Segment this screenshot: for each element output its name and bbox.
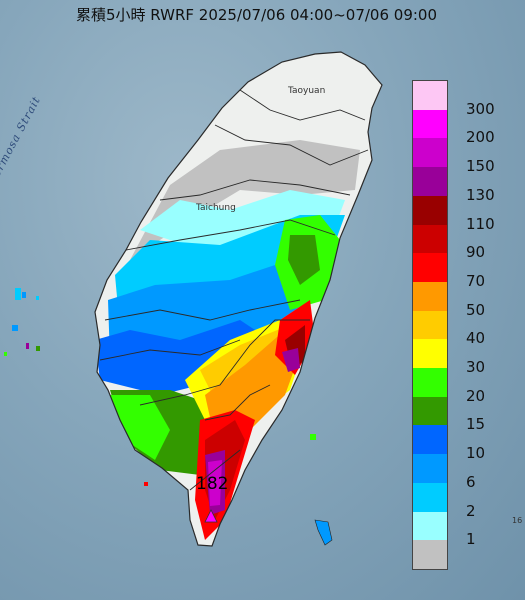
legend-swatch <box>413 310 447 340</box>
legend-label: 30 <box>466 358 486 377</box>
rain-15mm-east <box>288 235 320 285</box>
legend-label: 130 <box>466 185 495 204</box>
max-rainfall-marker <box>204 509 218 523</box>
legend-label: 20 <box>466 386 486 405</box>
legend-label: 150 <box>466 157 495 176</box>
legend-swatch <box>413 540 447 569</box>
rain-150mm-south <box>208 460 222 506</box>
legend-swatch <box>413 425 447 455</box>
legend-swatch <box>413 339 447 369</box>
legend-label: 200 <box>466 128 495 147</box>
max-rainfall-value: 182 <box>196 474 229 494</box>
corner-label: 16 <box>512 516 523 525</box>
legend-label: 300 <box>466 99 495 118</box>
city-label-taichung: Taichung <box>196 203 236 213</box>
legend-swatch <box>413 281 447 311</box>
rain-130mm-east <box>282 348 300 372</box>
legend-label: 40 <box>466 329 486 348</box>
legend-swatch <box>413 511 447 541</box>
legend-label: 110 <box>466 214 495 233</box>
rain-10mm <box>95 320 270 395</box>
legend-swatch <box>413 195 447 225</box>
map-title: 累積5小時 RWRF 2025/07/06 04:00~07/06 09:00 <box>76 6 438 24</box>
legend-label: 70 <box>466 271 486 290</box>
city-label-taoyuan: Taoyuan <box>288 86 326 96</box>
rain-20mm <box>100 395 170 460</box>
legend-label: 1 <box>466 530 476 549</box>
legend-swatch <box>413 253 447 282</box>
legend-swatch <box>413 109 447 139</box>
legend-swatch <box>413 167 447 196</box>
county-borders <box>94 51 383 547</box>
legend-swatch <box>413 454 447 483</box>
legend-label: 2 <box>466 501 476 520</box>
legend-label: 6 <box>466 472 476 491</box>
legend-swatch <box>413 138 447 168</box>
legend-label: 90 <box>466 243 486 262</box>
legend-label: 10 <box>466 444 486 463</box>
legend-label: 15 <box>466 415 486 434</box>
legend-swatch <box>413 224 447 254</box>
legend-swatch <box>413 396 447 426</box>
outlying-islands <box>4 288 333 546</box>
rainfall-legend <box>412 80 448 570</box>
no-data-area <box>130 140 360 260</box>
legend-swatch <box>413 81 447 110</box>
legend-swatch <box>413 368 447 397</box>
legend-swatch <box>413 482 447 512</box>
legend-label: 50 <box>466 300 486 319</box>
